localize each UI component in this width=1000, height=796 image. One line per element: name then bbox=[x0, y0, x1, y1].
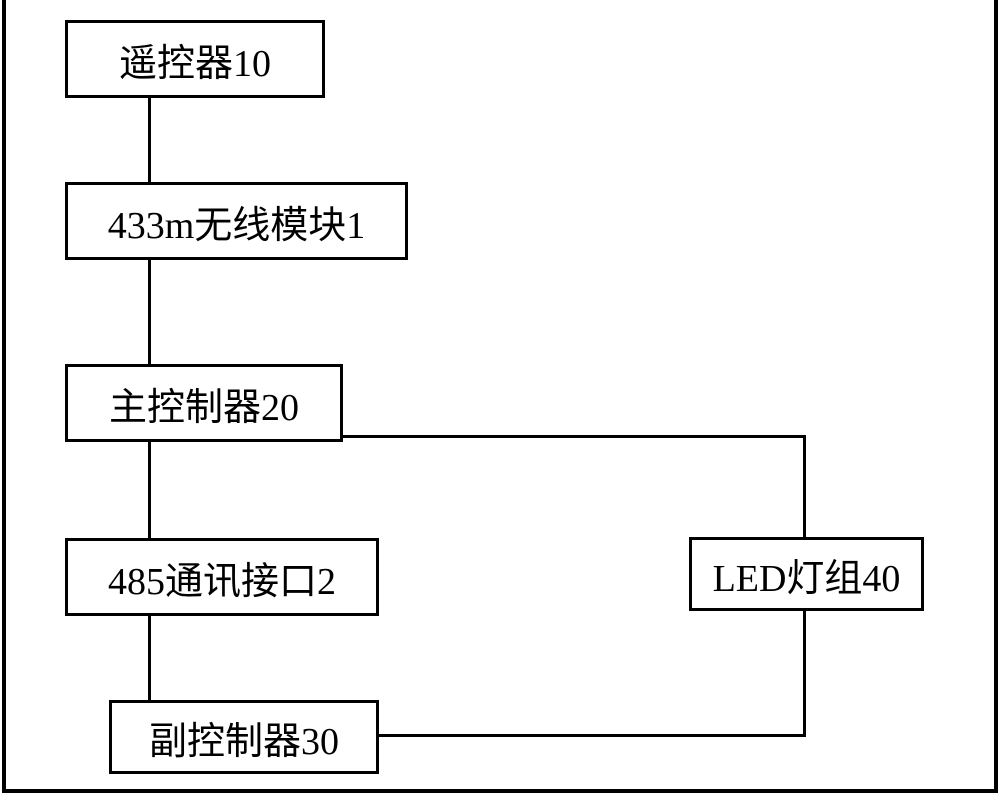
node-485: 485通讯接口2 bbox=[65, 538, 379, 616]
edge-v-led-top bbox=[803, 438, 806, 537]
node-remote: 遥控器10 bbox=[65, 20, 325, 98]
node-led: LED灯组40 bbox=[689, 537, 924, 611]
node-sub-controller: 副控制器30 bbox=[109, 700, 379, 774]
edge-v-2 bbox=[148, 260, 151, 364]
node-remote-label: 遥控器10 bbox=[119, 32, 271, 87]
node-wireless: 433m无线模块1 bbox=[65, 182, 408, 260]
node-wireless-label: 433m无线模块1 bbox=[108, 194, 366, 249]
edge-h-main-right bbox=[343, 435, 806, 438]
edge-v-led-bottom bbox=[803, 611, 806, 737]
edge-v-4 bbox=[148, 616, 151, 700]
edge-v-3 bbox=[148, 442, 151, 538]
node-main-controller-label: 主控制器20 bbox=[109, 376, 299, 431]
node-led-label: LED灯组40 bbox=[713, 547, 901, 602]
edge-h-bottom bbox=[379, 734, 806, 737]
node-main-controller: 主控制器20 bbox=[65, 364, 343, 442]
node-485-label: 485通讯接口2 bbox=[108, 550, 336, 605]
node-sub-controller-label: 副控制器30 bbox=[149, 710, 339, 765]
edge-v-1 bbox=[148, 98, 151, 182]
